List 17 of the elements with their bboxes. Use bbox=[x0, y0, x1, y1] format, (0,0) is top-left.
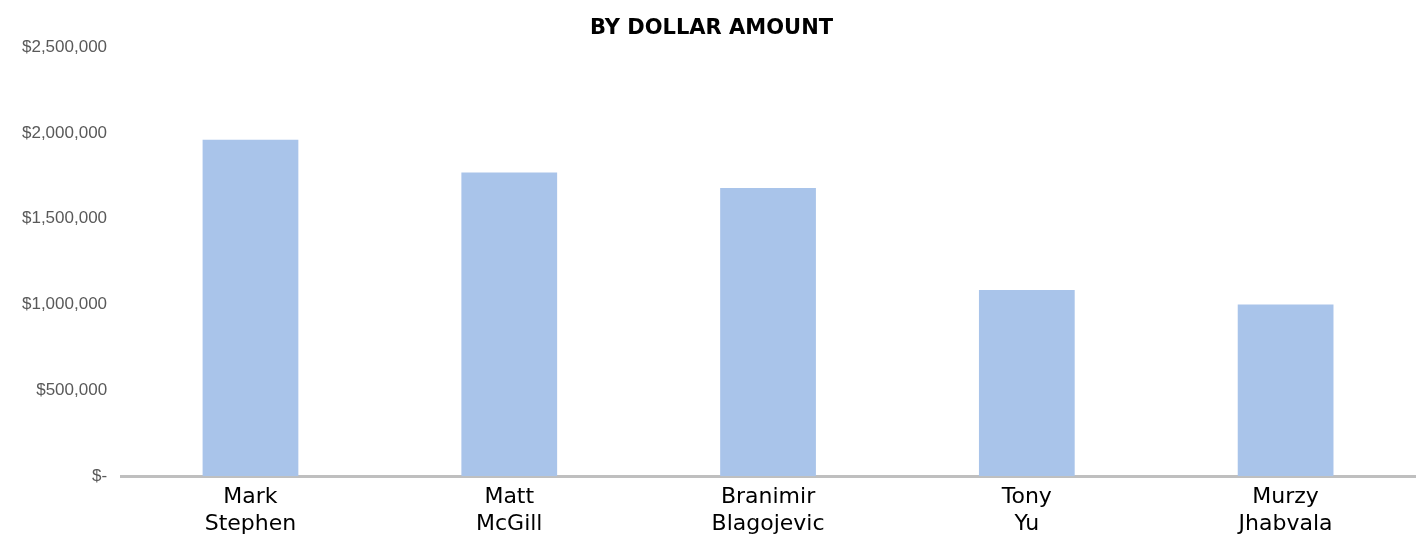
y-tick-label: $500,000 bbox=[36, 380, 108, 400]
y-tick-label: $- bbox=[91, 465, 108, 485]
bar bbox=[202, 139, 299, 477]
x-tick-label: Tony Yu bbox=[1000, 483, 1052, 535]
bar bbox=[1237, 304, 1334, 477]
bar bbox=[978, 290, 1075, 477]
y-tick-label: $1,500,000 bbox=[21, 208, 108, 228]
x-tick-label: Mark Stephen bbox=[204, 483, 297, 535]
y-tick-label: $2,500,000 bbox=[21, 36, 108, 56]
y-tick-label: $1,000,000 bbox=[21, 294, 108, 314]
bar bbox=[461, 172, 558, 477]
x-tick-label: Murzy Jhabvala bbox=[1236, 483, 1333, 535]
y-tick-label: $2,000,000 bbox=[21, 122, 108, 142]
x-tick-label: Matt McGill bbox=[476, 483, 543, 535]
x-tick-label: Branimir Blagojevic bbox=[711, 483, 825, 535]
bar bbox=[720, 187, 816, 477]
chart-title: BY DOLLAR AMOUNT bbox=[589, 15, 834, 40]
